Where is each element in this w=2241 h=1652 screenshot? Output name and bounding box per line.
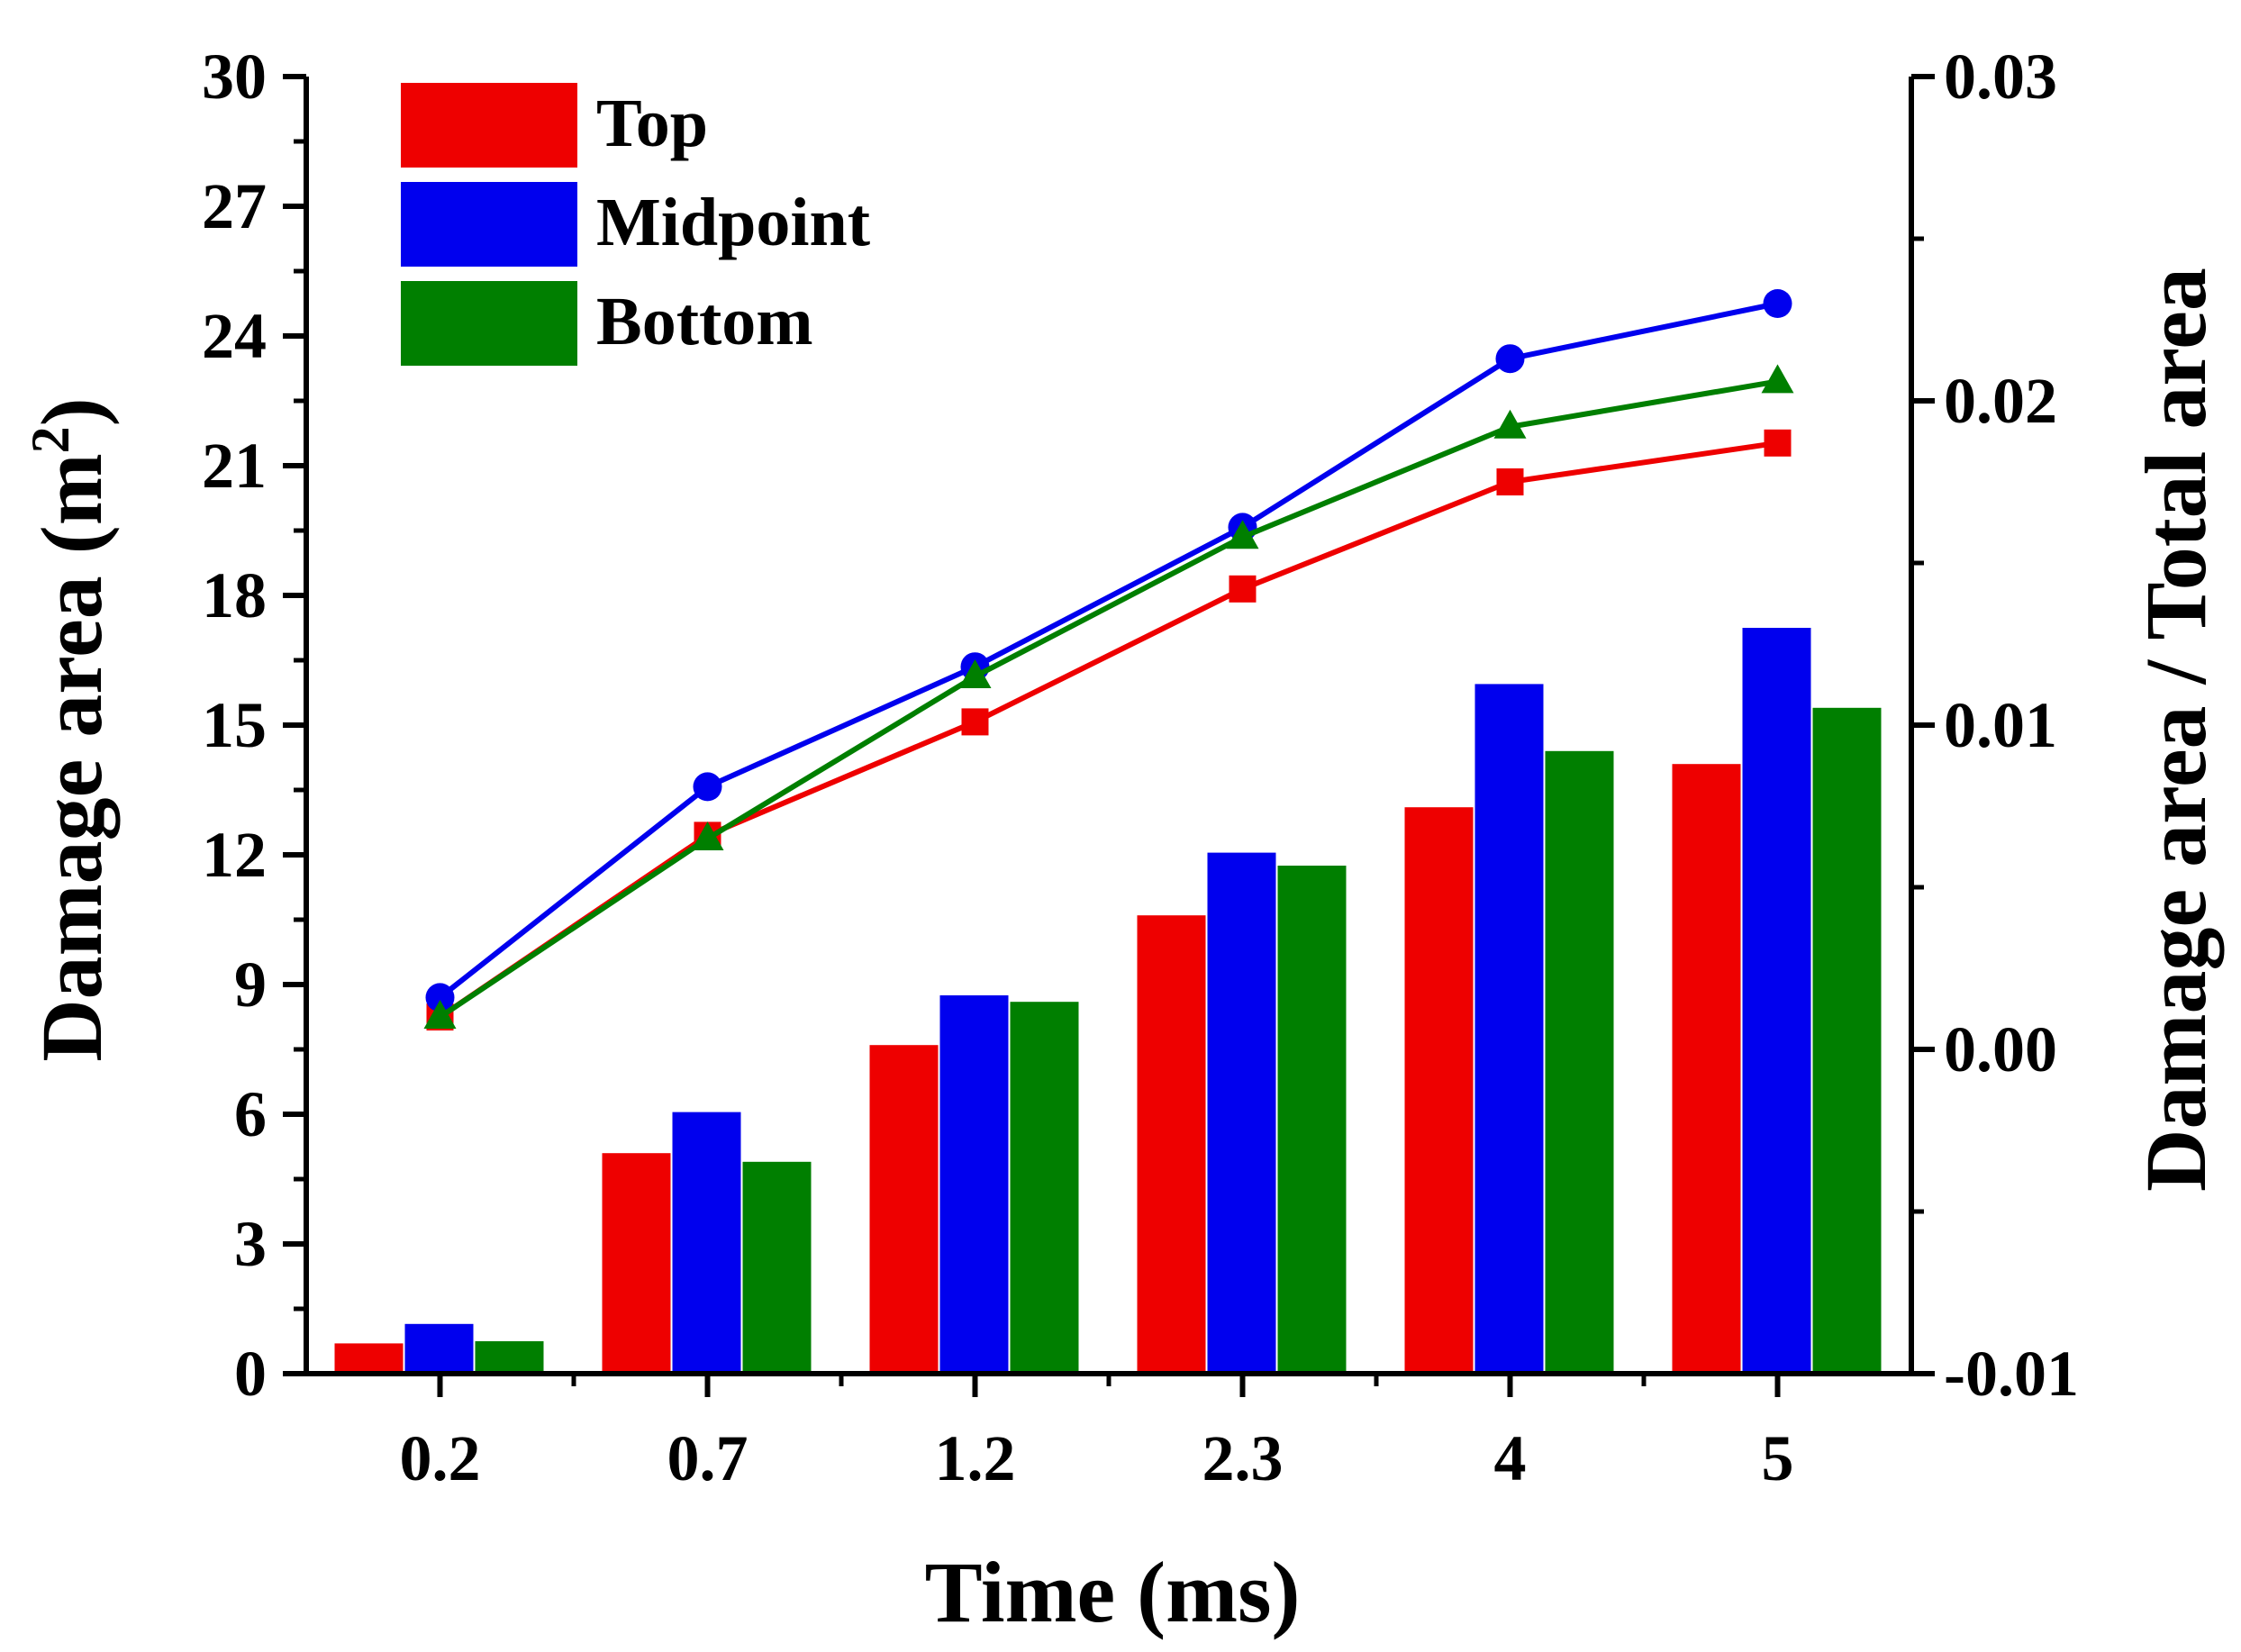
y2-tick-label-0.02: 0.02 bbox=[1944, 365, 2057, 437]
bar-midpoint-1.2 bbox=[939, 995, 1009, 1374]
point-midpoint-0.2 bbox=[425, 983, 455, 1012]
bar-bottom-4 bbox=[1545, 750, 1614, 1374]
bar-midpoint-5 bbox=[1742, 628, 1811, 1374]
point-bottom-1.2 bbox=[958, 659, 992, 688]
y-tick-label-9: 9 bbox=[234, 949, 267, 1021]
legend-swatch-top bbox=[401, 83, 577, 168]
y-axis-title-superscript: 2 bbox=[21, 426, 80, 453]
point-bottom-4 bbox=[1493, 409, 1527, 439]
y-tick-label-6: 6 bbox=[234, 1078, 267, 1150]
bar-midpoint-0.7 bbox=[672, 1112, 741, 1374]
bar-top-0.2 bbox=[334, 1343, 404, 1374]
y2-tick-label-0.01: 0.01 bbox=[1944, 689, 2057, 761]
y-tick-label-15: 15 bbox=[202, 689, 267, 761]
y-axis-title: Damage area (m2) bbox=[21, 397, 120, 1061]
y-axis-title-main: Damage area (m bbox=[23, 453, 120, 1061]
bar-midpoint-0.2 bbox=[404, 1323, 474, 1374]
bar-bottom-0.2 bbox=[475, 1341, 544, 1374]
y-tick-label-30: 30 bbox=[202, 41, 267, 113]
legend-label-midpoint: Midpoint bbox=[596, 185, 870, 260]
point-bottom-5 bbox=[1761, 364, 1794, 394]
y2-axis-title: Damage area / Total area bbox=[2128, 268, 2224, 1192]
y2-tick-label-0.03: 0.03 bbox=[1944, 41, 2057, 113]
point-midpoint-4 bbox=[1495, 344, 1525, 374]
bar-midpoint-2.3 bbox=[1207, 852, 1276, 1374]
legend-label-top: Top bbox=[596, 86, 708, 161]
x-tick-label-2.3: 2.3 bbox=[1202, 1422, 1284, 1494]
point-bottom-0.7 bbox=[691, 821, 724, 850]
bar-top-0.7 bbox=[602, 1153, 671, 1374]
legend-label-bottom: Bottom bbox=[596, 284, 813, 359]
bar-top-4 bbox=[1404, 807, 1474, 1374]
bar-midpoint-4 bbox=[1474, 684, 1544, 1374]
y-tick-label-0: 0 bbox=[234, 1338, 267, 1410]
line-bottom bbox=[438, 378, 1779, 1020]
bar-top-2.3 bbox=[1137, 915, 1206, 1374]
x-tick-label-1.2: 1.2 bbox=[935, 1422, 1016, 1494]
y-tick-label-12: 12 bbox=[202, 819, 267, 891]
point-midpoint-5 bbox=[1763, 289, 1792, 318]
lines-layer bbox=[423, 289, 1794, 1030]
legend-swatch-midpoint bbox=[401, 182, 577, 267]
bar-bottom-2.3 bbox=[1277, 866, 1347, 1374]
legend-swatch-bottom bbox=[401, 281, 577, 366]
bar-bottom-0.7 bbox=[742, 1161, 812, 1374]
point-top-4 bbox=[1496, 468, 1524, 495]
y2-tick-label-0.00: 0.00 bbox=[1944, 1013, 2057, 1085]
y-tick-label-3: 3 bbox=[234, 1208, 267, 1280]
point-midpoint-0.7 bbox=[693, 772, 722, 802]
y-tick-label-21: 21 bbox=[202, 430, 267, 502]
point-bottom-2.3 bbox=[1226, 520, 1259, 549]
x-tick-label-5: 5 bbox=[1762, 1422, 1794, 1494]
axes-layer: 0 3 6 9 12 15 18 21 24 27 30 -0.01 0.00 0.01 0.02 0.03 0… bbox=[202, 41, 2079, 1494]
bar-top-5 bbox=[1672, 764, 1741, 1374]
legend: Top Midpoint Bottom bbox=[401, 83, 870, 366]
y-axis-title-end: ) bbox=[23, 397, 120, 426]
bar-bottom-1.2 bbox=[1010, 1002, 1079, 1374]
y-tick-label-18: 18 bbox=[202, 559, 267, 631]
bar-top-1.2 bbox=[869, 1045, 939, 1374]
x-tick-label-0.2: 0.2 bbox=[400, 1422, 481, 1494]
y-tick-label-27: 27 bbox=[202, 170, 267, 242]
point-top-1.2 bbox=[961, 708, 989, 736]
point-top-2.3 bbox=[1229, 575, 1257, 603]
x-axis-title: Time (ms) bbox=[925, 1544, 1301, 1640]
x-tick-label-4: 4 bbox=[1494, 1422, 1527, 1494]
point-bottom-0.2 bbox=[423, 1000, 457, 1029]
x-tick-label-0.7: 0.7 bbox=[667, 1422, 749, 1494]
y-tick-label-24: 24 bbox=[202, 300, 267, 372]
line-midpoint bbox=[438, 301, 1779, 1000]
bar-bottom-5 bbox=[1812, 707, 1882, 1374]
y2-tick-label--0.01: -0.01 bbox=[1944, 1338, 2079, 1410]
point-top-5 bbox=[1764, 429, 1792, 457]
bars-layer bbox=[334, 628, 1882, 1374]
